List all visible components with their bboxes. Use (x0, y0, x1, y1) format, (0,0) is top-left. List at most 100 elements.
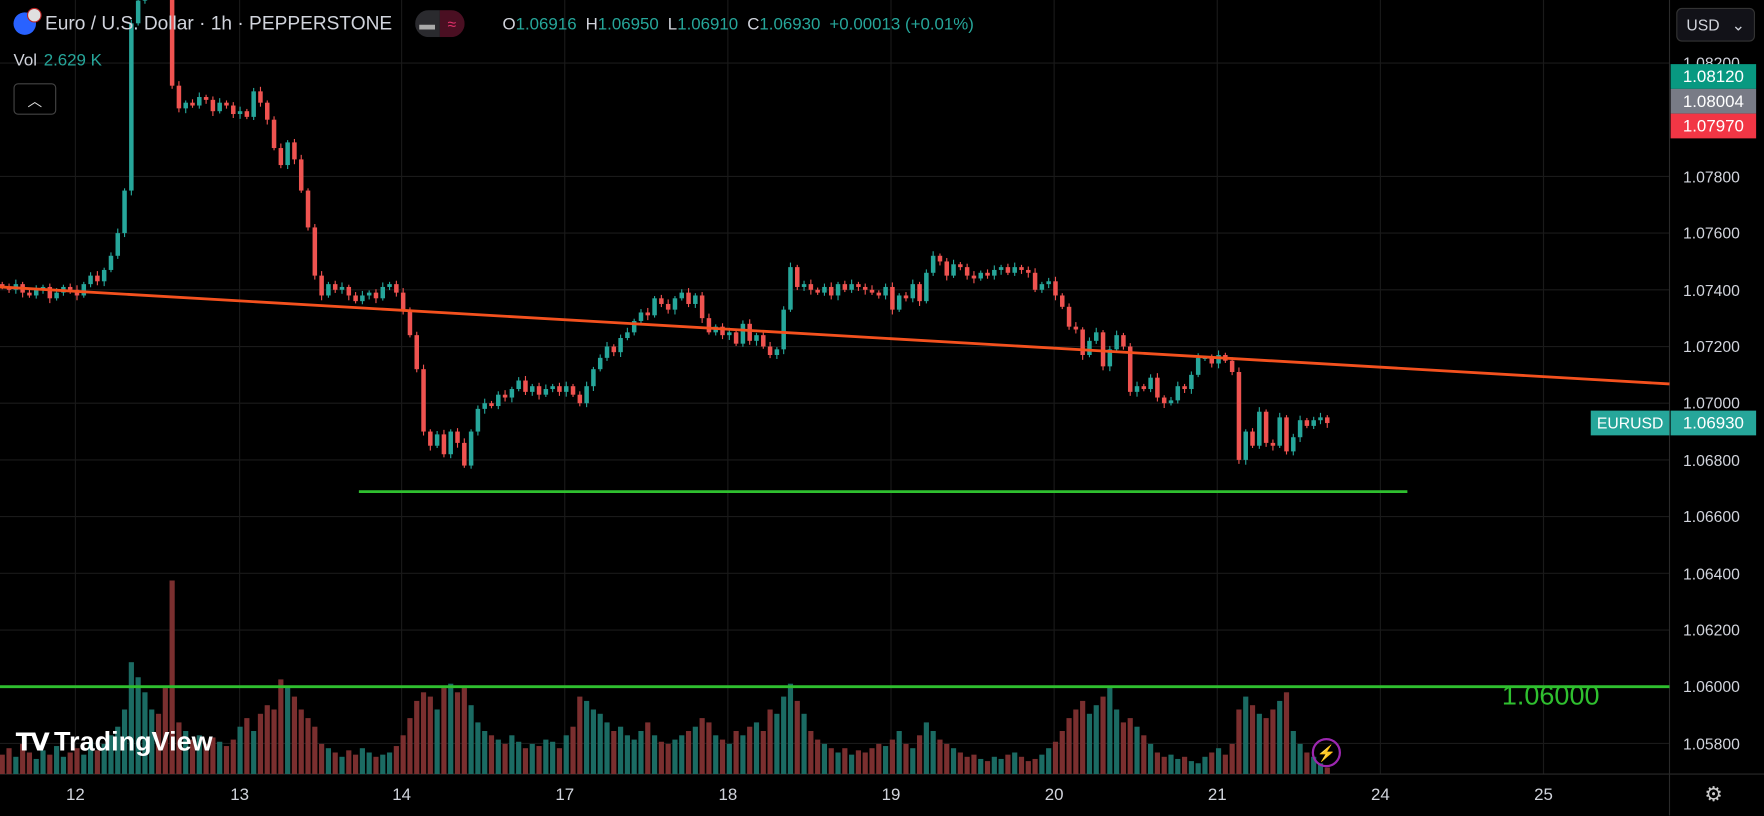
volume-bar (597, 713, 603, 774)
candle-body (1012, 267, 1017, 273)
wave-icon[interactable]: ≈ (439, 10, 465, 38)
volume-bar (1195, 763, 1201, 774)
candle-body (727, 332, 732, 336)
volume-bar (1297, 743, 1303, 774)
candle-body (468, 431, 474, 466)
candle-body (591, 369, 596, 387)
candle-body (353, 295, 358, 302)
gear-icon[interactable]: ⚙ (1704, 783, 1723, 806)
volume-bar (1100, 696, 1106, 774)
volume-bar (706, 722, 712, 774)
candle-body (135, 0, 141, 24)
candle-body (978, 272, 983, 279)
lightning-icon[interactable]: ⚡ (1311, 738, 1341, 768)
candle-body (1284, 417, 1289, 452)
candle-body (625, 332, 630, 338)
minus-icon[interactable]: ▬ (414, 10, 440, 38)
candle-body (1026, 269, 1031, 273)
candle-body (360, 295, 365, 302)
volume-bar (1202, 756, 1208, 774)
candle-body (1039, 284, 1045, 290)
candle-body (706, 318, 712, 333)
candle-body (795, 267, 800, 287)
open-value: 1.06916 (515, 14, 577, 34)
volume-bar (1114, 709, 1120, 774)
candle-body (475, 408, 481, 432)
volume-bar (223, 746, 230, 774)
candle-body (380, 286, 386, 299)
candle-body (910, 284, 916, 299)
time-tick-label: 21 (1207, 785, 1227, 805)
candle-body (67, 286, 73, 290)
volume-bar (339, 756, 345, 774)
candle-body (108, 255, 114, 270)
candle-body (298, 159, 304, 191)
volume-bar (285, 688, 291, 774)
volume-bar (264, 705, 270, 774)
candle-body (699, 295, 705, 319)
indicator-toggle[interactable]: ▬ ≈ (414, 10, 465, 38)
candle-body (47, 286, 53, 299)
volume-bar (40, 750, 46, 774)
volume-bar (828, 748, 834, 774)
candle-body (747, 323, 752, 341)
volume-bar (556, 748, 563, 774)
volume-bar (319, 743, 325, 774)
price-tick-label: 1.07200 (1683, 337, 1740, 356)
volume-bar (808, 731, 814, 774)
candle-body (319, 275, 324, 296)
candle-body (849, 284, 854, 290)
volume-bar (869, 748, 875, 774)
candle-body (937, 255, 943, 262)
time-tick-label: 18 (718, 785, 738, 805)
candle-body (862, 286, 868, 290)
volume-bar (685, 731, 692, 774)
volume-bar (135, 677, 141, 774)
time-tick-label: 17 (555, 785, 575, 805)
volume-bar (910, 748, 916, 774)
candle-body (387, 284, 392, 287)
volume-bar (815, 739, 821, 774)
candle-body (305, 190, 311, 228)
volume-bar (142, 692, 148, 774)
candle-body (1046, 281, 1051, 285)
candle-body (1053, 281, 1058, 296)
volume-bar (726, 743, 732, 774)
volume-bar (1175, 758, 1181, 774)
price-tick-label: 1.06600 (1683, 507, 1740, 526)
ohlc-values: O1.06916 H1.06950 L1.06910 C1.06930 +0.0… (502, 14, 974, 34)
volume-bar (1052, 741, 1059, 774)
candle-body (1121, 335, 1126, 347)
candle-body (366, 292, 372, 296)
volume-bar (1127, 718, 1133, 774)
volume-bar (13, 756, 19, 774)
currency-select[interactable]: USD ⌄ (1676, 7, 1755, 42)
volume-bar (203, 743, 209, 774)
collapse-legend-button[interactable]: ︿ (13, 83, 57, 115)
candle-body (33, 289, 39, 296)
symbol-title[interactable]: Euro / U.S. Dollar · 1h · PEPPERSTONE (45, 12, 393, 34)
tradingview-logo[interactable]: 𝗧𝗩 TradingView (16, 727, 213, 759)
candle-body (1277, 417, 1282, 446)
candle-body (265, 102, 270, 120)
candle-body (1297, 420, 1303, 438)
volume-bar (1059, 731, 1065, 774)
volume-bar (6, 748, 12, 774)
volume-bar (366, 752, 372, 774)
volume-bar (210, 737, 216, 774)
volume-bar (1005, 754, 1011, 774)
candle-body (278, 148, 284, 166)
candle-body (400, 292, 406, 310)
candle-body (924, 272, 929, 302)
candle-body (604, 346, 610, 358)
candle-body (815, 289, 820, 293)
candle-body (434, 434, 440, 446)
volume-bar (251, 731, 257, 774)
candle-body (27, 292, 32, 296)
candle-body (1107, 349, 1113, 367)
volume-bar (230, 739, 236, 774)
candle-body (1114, 335, 1119, 350)
currency-value: USD (1686, 15, 1720, 34)
